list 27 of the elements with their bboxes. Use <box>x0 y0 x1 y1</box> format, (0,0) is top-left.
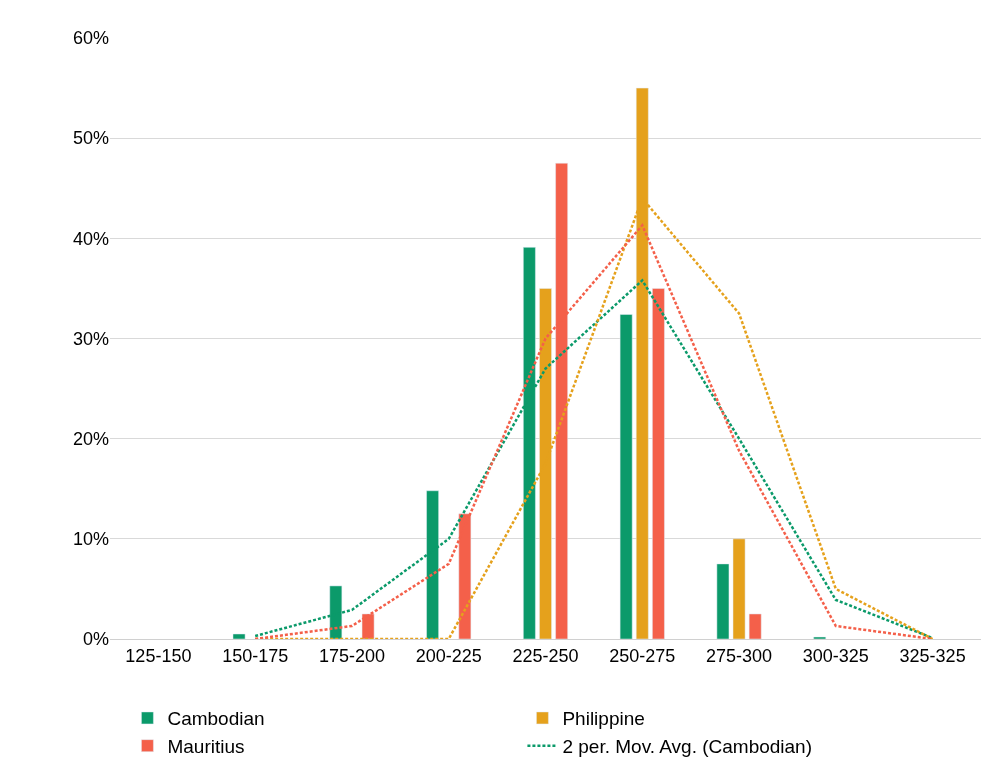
x-tick-label: 200-225 <box>415 645 482 666</box>
y-tick-label: 30% <box>72 328 109 349</box>
bar <box>716 563 730 639</box>
bar <box>619 314 633 639</box>
bar <box>813 636 826 639</box>
y-tick-label: 50% <box>72 128 109 149</box>
x-tick-label: 250-275 <box>609 645 676 666</box>
legend-label: 2 per. Mov. Avg. (Cambodian) <box>562 736 813 758</box>
legend-label: Cambodian <box>167 708 265 730</box>
legend-label: Mauritius <box>167 736 245 758</box>
bar <box>652 288 665 639</box>
x-tick-label: 300-325 <box>802 645 869 666</box>
x-tick-label: 325-325 <box>899 645 966 666</box>
legend-label: Philippine <box>562 708 645 730</box>
bar <box>232 633 246 639</box>
y-tick-label: 20% <box>72 428 109 449</box>
x-tick-label: 275-300 <box>706 645 773 666</box>
y-tick-label: 60% <box>72 28 109 49</box>
y-tick-label: 10% <box>72 529 109 550</box>
y-tick-label: 40% <box>72 228 109 249</box>
x-tick-label: 175-200 <box>318 645 385 666</box>
x-tick-label: 125-150 <box>125 645 192 666</box>
y-tick-label: 0% <box>82 629 109 650</box>
x-tick-label: 225-250 <box>512 645 579 666</box>
bar <box>748 613 762 639</box>
bar <box>732 538 746 639</box>
x-tick-label: 150-175 <box>222 645 289 666</box>
